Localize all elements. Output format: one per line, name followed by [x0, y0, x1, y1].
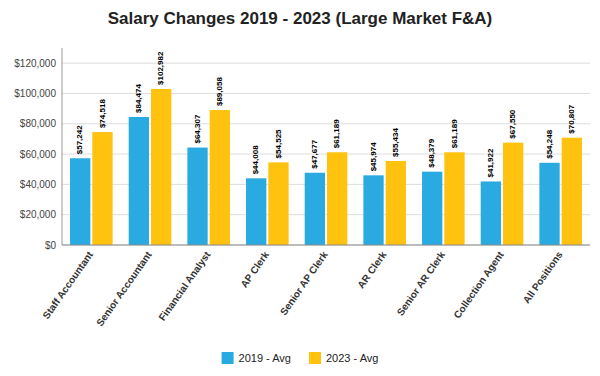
- bar: [246, 178, 266, 245]
- bar: [422, 172, 442, 245]
- legend-item: 2023 - Avg: [309, 352, 378, 364]
- legend-item: 2019 - Avg: [222, 352, 291, 364]
- data-label: $55,434: [391, 128, 400, 157]
- data-label: $45,974: [369, 142, 378, 171]
- x-axis-line: [62, 245, 590, 246]
- y-tick-label: $60,000: [20, 149, 57, 160]
- legend-label: 2023 - Avg: [326, 352, 378, 364]
- data-label: $57,242: [75, 125, 84, 154]
- y-tick-label: $0: [45, 240, 57, 251]
- y-tick-label: $120,000: [14, 58, 56, 69]
- bar: [305, 173, 325, 245]
- bar: [70, 158, 90, 245]
- x-tick-label: Senior Accountant: [94, 249, 154, 328]
- bar: [268, 162, 288, 245]
- title: Salary Changes 2019 - 2023 (Large Market…: [108, 9, 493, 28]
- x-tick-label: Senior AR Clerk: [395, 249, 448, 318]
- bars: [70, 89, 582, 245]
- data-label: $44,008: [251, 145, 260, 174]
- grid-line: [62, 63, 590, 64]
- bar: [129, 117, 149, 245]
- bar: [481, 181, 501, 245]
- bar: [187, 148, 207, 245]
- legend-swatch: [309, 352, 321, 364]
- data-label: $67,550: [508, 109, 517, 138]
- y-tick-label: $20,000: [20, 209, 57, 220]
- bar: [386, 161, 406, 245]
- data-label: $89,058: [215, 77, 224, 106]
- data-label: $47,677: [310, 139, 319, 168]
- data-label: $61,189: [332, 119, 341, 148]
- legend: 2019 - Avg 2023 - Avg: [222, 352, 379, 364]
- y-grid: [62, 63, 590, 245]
- data-labels: $57,242 $84,474 $64,307 $44,008 $47,677 $45,9…: [75, 51, 576, 177]
- x-tick-label: Collection Agent: [451, 249, 506, 321]
- data-label: $74,518: [98, 99, 107, 128]
- data-label: $41,922: [486, 148, 495, 177]
- bar: [151, 89, 171, 245]
- chart: Salary Changes 2019 - 2023 (Large Market…: [0, 0, 600, 376]
- bar: [444, 152, 464, 245]
- y-tick-label: $100,000: [14, 88, 56, 99]
- legend-label: 2019 - Avg: [239, 352, 291, 364]
- bar: [92, 132, 112, 245]
- x-tick-label: Staff Accountant: [40, 249, 95, 321]
- data-label: $48,379: [427, 138, 436, 167]
- x-tick-label: Financial Analyst: [156, 249, 212, 323]
- data-label: $54,248: [545, 129, 554, 158]
- bar: [503, 143, 523, 245]
- legend-swatch: [222, 352, 234, 364]
- grid-line: [62, 245, 590, 246]
- data-label: $64,307: [193, 114, 202, 143]
- x-tick-label: AR Clerk: [355, 249, 388, 290]
- data-label: $61,189: [450, 119, 459, 148]
- bar: [363, 175, 383, 245]
- x-tick-label: Senior AP Clerk: [278, 249, 330, 317]
- x-tick-label: All Positions: [521, 249, 565, 305]
- data-label: $54,525: [274, 129, 283, 158]
- bar: [327, 152, 347, 245]
- bar: [539, 163, 559, 245]
- bar: [562, 138, 582, 245]
- y-axis-line: [62, 48, 63, 245]
- x-tick-label: AP Clerk: [238, 249, 271, 290]
- data-label: $102,982: [156, 51, 165, 85]
- data-label: $84,474: [134, 84, 143, 113]
- data-label: $70,807: [567, 104, 576, 133]
- y-tick-label: $80,000: [20, 118, 57, 129]
- y-tick-label: $40,000: [20, 179, 57, 190]
- bar: [210, 110, 230, 245]
